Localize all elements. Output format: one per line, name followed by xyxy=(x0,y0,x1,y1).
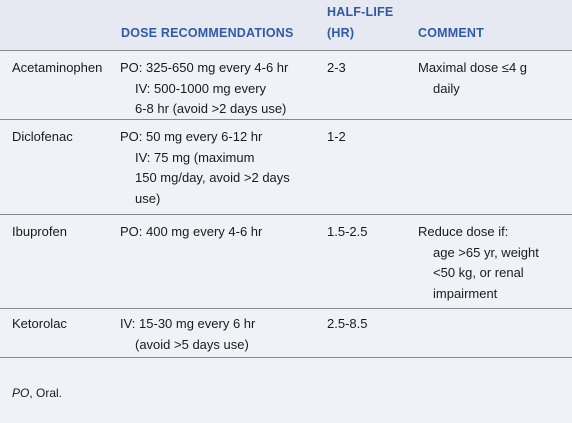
dose-line: IV: 15-30 mg every 6 hr xyxy=(120,316,256,331)
drug-name: Acetaminophen xyxy=(12,60,103,75)
footnote: PO, Oral. xyxy=(12,385,62,401)
comment-line: Reduce dose if: xyxy=(418,224,509,239)
header-dose-recommendations: DOSE RECOMMENDATIONS xyxy=(121,26,294,40)
footnote-abbr: PO xyxy=(12,386,30,400)
half-life-value: 1.5-2.5 xyxy=(327,224,368,239)
dose-line: IV: 500-1000 mg every xyxy=(135,80,267,96)
dose-cell: PO: 50 mg every 6-12 hr IV: 75 mg (maxim… xyxy=(120,127,290,209)
table-row-ibuprofen: Ibuprofen PO: 400 mg every 4-6 hr 1.5-2.… xyxy=(0,215,572,309)
table-row-diclofenac: Diclofenac PO: 50 mg every 6-12 hr IV: 7… xyxy=(0,120,572,215)
dose-line: use) xyxy=(135,190,161,206)
dose-line: PO: 325-650 mg every 4-6 hr xyxy=(120,60,289,75)
footnote-text: , Oral. xyxy=(29,386,63,400)
comment-line: impairment xyxy=(433,285,498,301)
header-half-life: HALF-LIFE xyxy=(327,5,394,19)
dose-line: 6-8 hr (avoid >2 days use) xyxy=(135,101,287,116)
half-life-value: 1-2 xyxy=(327,129,346,144)
header-half-life-unit: (HR) xyxy=(327,26,355,40)
comment-cell: Maximal dose ≤4 g daily xyxy=(418,58,527,99)
half-life-value: 2-3 xyxy=(327,60,346,75)
drug-name: Diclofenac xyxy=(12,129,73,144)
comment-line: age >65 yr, weight xyxy=(433,244,539,260)
header-comment: COMMENT xyxy=(418,26,484,40)
dose-cell: PO: 400 mg every 4-6 hr xyxy=(120,222,262,243)
table-row-acetaminophen: Acetaminophen PO: 325-650 mg every 4-6 h… xyxy=(0,51,572,120)
comment-cell: Reduce dose if: age >65 yr, weight <50 k… xyxy=(418,222,539,304)
dose-line: 150 mg/day, avoid >2 days xyxy=(135,170,290,185)
table-row-ketorolac: Ketorolac IV: 15-30 mg every 6 hr (avoid… xyxy=(0,309,572,358)
drug-name: Ketorolac xyxy=(12,316,67,331)
comment-line: <50 kg, or renal xyxy=(433,265,524,280)
comment-line: daily xyxy=(433,80,460,96)
comment-line: Maximal dose ≤4 g xyxy=(418,60,528,75)
dose-line: (avoid >5 days use) xyxy=(135,336,249,352)
dose-line: IV: 75 mg (maximum xyxy=(135,149,255,165)
dose-cell: IV: 15-30 mg every 6 hr (avoid >5 days u… xyxy=(120,314,255,355)
table-footer: PO, Oral. xyxy=(0,358,572,422)
dose-line: PO: 400 mg every 4-6 hr xyxy=(120,224,263,239)
dose-cell: PO: 325-650 mg every 4-6 hr IV: 500-1000… xyxy=(120,58,288,120)
dose-line: PO: 50 mg every 6-12 hr xyxy=(120,129,263,144)
table-header: DOSE RECOMMENDATIONS HALF-LIFE (HR) COMM… xyxy=(0,0,572,51)
drug-name: Ibuprofen xyxy=(12,224,67,239)
half-life-value: 2.5-8.5 xyxy=(327,316,368,331)
